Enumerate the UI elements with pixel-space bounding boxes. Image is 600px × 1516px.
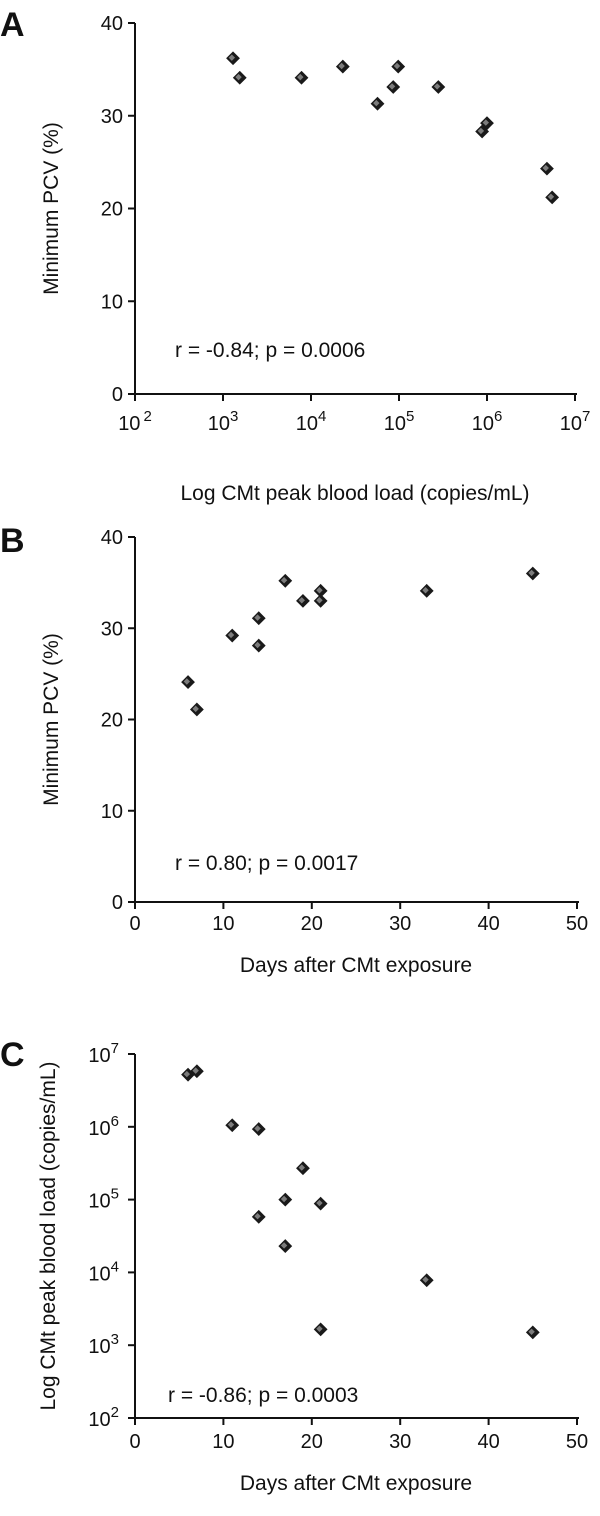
x-tick-label: 20 <box>301 1431 323 1453</box>
y-axis-title: Minimum PCV (%) <box>40 633 63 806</box>
data-point <box>525 566 540 581</box>
x-tick-label: 50 <box>566 1431 588 1453</box>
x-tick-label: 103 <box>208 408 239 435</box>
data-point <box>386 80 401 94</box>
data-point <box>181 675 195 689</box>
data-point <box>480 116 494 131</box>
x-tick-label: 10 <box>212 913 234 935</box>
x-tick-label: 10 <box>212 1431 234 1453</box>
x-tick-label: 10 2 <box>118 408 152 435</box>
y-tick-label: 30 <box>101 618 123 640</box>
data-point <box>251 611 266 626</box>
y-tick-label: 106 <box>88 1113 119 1140</box>
y-axis-title: Log CMt peak blood load (copies/mL) <box>37 1061 60 1410</box>
data-point <box>294 70 309 85</box>
data-point <box>232 70 247 85</box>
x-tick-label: 30 <box>389 913 411 935</box>
data-point <box>313 593 328 608</box>
data-point <box>278 1239 293 1253</box>
x-tick-label: 106 <box>472 408 503 435</box>
data-point <box>335 59 350 74</box>
y-tick-label: 10 <box>101 801 123 823</box>
data-point <box>296 1161 310 1176</box>
correlation-annotation: r = -0.84; p = 0.0006 <box>175 339 365 362</box>
x-axis-title: Log CMt peak blood load (copies/mL) <box>180 482 529 505</box>
x-tick-label: 105 <box>384 408 415 435</box>
x-axis-title: Days after CMt exposure <box>240 1472 472 1495</box>
x-tick-label: 107 <box>560 408 591 435</box>
data-point <box>278 573 293 588</box>
x-tick-label: 50 <box>566 913 588 935</box>
y-tick-label: 102 <box>88 1404 119 1431</box>
y-tick-label: 10 <box>101 291 123 313</box>
data-point <box>370 96 385 111</box>
data-point <box>251 1209 266 1224</box>
correlation-annotation: r = 0.80; p = 0.0017 <box>175 852 358 875</box>
data-point <box>419 583 434 598</box>
panel-letter: A <box>0 6 25 44</box>
panel-letter: B <box>0 522 25 560</box>
y-tick-label: 0 <box>112 892 123 914</box>
x-tick-label: 0 <box>129 913 140 935</box>
y-tick-label: 107 <box>88 1040 119 1067</box>
data-point <box>278 1192 293 1207</box>
panel-c: C 0 10 20 30 40 50 102 103 104 105 106 107 Days after… <box>0 1036 588 1495</box>
y-tick-label: 20 <box>101 710 123 732</box>
y-tick-label: 20 <box>101 199 123 221</box>
data-point <box>545 190 560 205</box>
data-point <box>226 51 240 66</box>
data-point <box>313 1196 328 1211</box>
data-point <box>419 1273 434 1288</box>
correlation-annotation: r = -0.86; p = 0.0003 <box>168 1384 358 1407</box>
x-tick-label: 40 <box>477 913 499 935</box>
panel-letter: C <box>0 1036 25 1074</box>
y-tick-label: 104 <box>88 1258 119 1285</box>
y-tick-label: 0 <box>112 384 123 406</box>
data-point <box>475 124 490 139</box>
x-tick-label: 104 <box>296 408 327 435</box>
data-point <box>189 702 204 717</box>
x-tick-label: 20 <box>301 913 323 935</box>
x-axis-title: Days after CMt exposure <box>240 954 472 977</box>
data-point <box>251 1122 266 1137</box>
y-tick-label: 40 <box>101 527 123 549</box>
x-tick-label: 30 <box>389 1431 411 1453</box>
data-point <box>251 638 266 653</box>
y-axis-title: Minimum PCV (%) <box>40 122 63 295</box>
y-tick-label: 40 <box>101 13 123 35</box>
data-point <box>225 1118 240 1133</box>
y-tick-label: 105 <box>88 1186 119 1213</box>
y-tick-label: 30 <box>101 106 123 128</box>
data-point <box>431 80 446 94</box>
x-tick-label: 0 <box>129 1431 140 1453</box>
data-point <box>391 59 406 74</box>
data-point <box>313 1322 328 1337</box>
y-tick-label: 103 <box>88 1331 119 1358</box>
data-point <box>525 1325 540 1340</box>
data-point <box>189 1064 204 1079</box>
x-tick-label: 40 <box>477 1431 499 1453</box>
data-point <box>225 628 240 643</box>
data-point <box>296 593 310 608</box>
data-point <box>540 161 554 176</box>
